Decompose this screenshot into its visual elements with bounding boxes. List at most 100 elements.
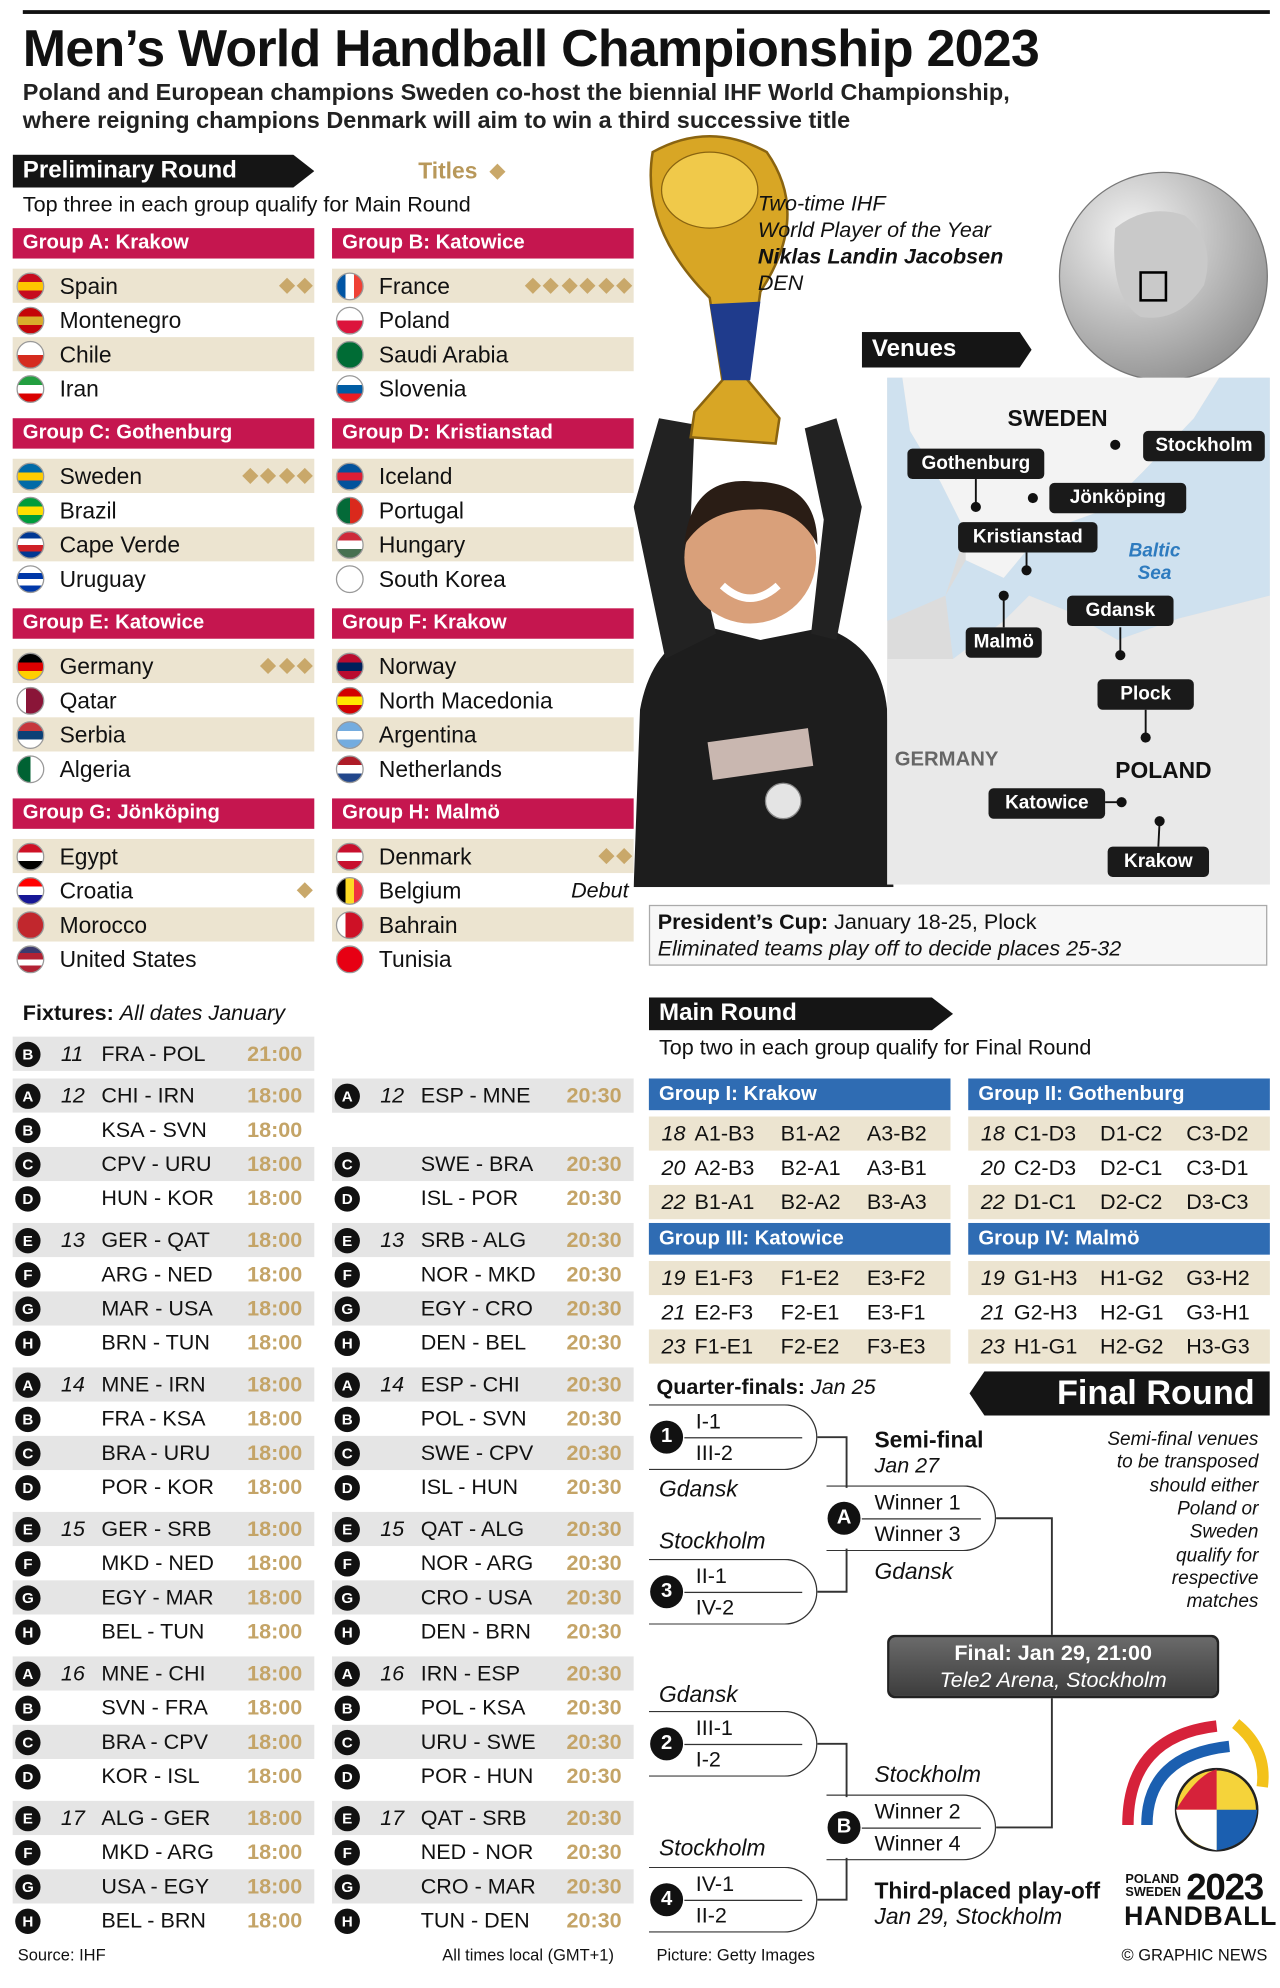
final-note: qualify for <box>1176 1544 1259 1566</box>
round-match: E3-F2 <box>866 1265 926 1290</box>
fixture-match: NOR - MKD <box>420 1261 536 1286</box>
round-day: 20 <box>661 1155 686 1180</box>
round-match: D1-C2 <box>1100 1120 1163 1146</box>
round-match: G3-H1 <box>1186 1299 1250 1324</box>
round-day: 22 <box>980 1189 1005 1214</box>
fixture-row <box>12 1181 315 1216</box>
round-day: 20 <box>980 1155 1005 1180</box>
fixture-row <box>12 1257 315 1292</box>
section-banner-text: Main Round <box>659 999 797 1027</box>
group-badge: F <box>334 1261 360 1287</box>
final-note: to be transposed <box>1116 1451 1259 1474</box>
fixture-time: 18:00 <box>247 1330 303 1355</box>
bracket-team: I-2 <box>695 1747 721 1772</box>
flag <box>335 374 364 403</box>
team-note: Debut <box>571 877 629 902</box>
shirt-logo <box>707 728 814 780</box>
round-match: B3-A3 <box>866 1189 927 1214</box>
bracket-divider <box>861 1826 981 1829</box>
round-match: E2-F3 <box>694 1299 754 1324</box>
group-badge: B <box>15 1695 41 1721</box>
fixture-time: 20:30 <box>566 1763 622 1788</box>
logo-arc <box>1231 1719 1269 1788</box>
fixture-day: 13 <box>60 1227 85 1252</box>
flag <box>335 876 364 905</box>
group-header: Group D: Kristianstad <box>332 418 634 449</box>
group-badge: F <box>15 1261 41 1287</box>
team-row <box>332 873 634 908</box>
city-dot <box>1115 650 1126 661</box>
fixture-match: IRN - ESP <box>420 1660 521 1685</box>
bracket-box <box>826 1794 997 1861</box>
fixture-match: ISL - HUN <box>420 1474 519 1499</box>
arm <box>633 418 717 660</box>
fixture-time: 18:00 <box>247 1805 303 1830</box>
group-badge: C <box>334 1151 360 1177</box>
fixture-row <box>12 1511 315 1547</box>
flag <box>16 530 45 559</box>
bracket-team: Winner 4 <box>874 1831 961 1856</box>
round-row <box>968 1260 1270 1296</box>
round-match: H1-G2 <box>1100 1265 1164 1290</box>
group-badge: D <box>334 1474 360 1500</box>
round-row <box>968 1295 1270 1330</box>
connector <box>817 1436 848 1488</box>
final-note: respective <box>1171 1567 1259 1589</box>
group-badge: A <box>15 1660 41 1687</box>
fixture-time: 18:00 <box>247 1440 303 1465</box>
sf-label: Semi-final <box>874 1427 984 1453</box>
fixture-match: SVN - FRA <box>101 1695 208 1720</box>
fixture-time: 20:30 <box>566 1805 622 1830</box>
round-day: 19 <box>661 1265 686 1290</box>
fixture-match: TUN - DEN <box>420 1907 530 1933</box>
group-header: Group B: Katowice <box>332 228 634 259</box>
fixture-time: 18:00 <box>247 1082 303 1108</box>
group-badge: C <box>15 1729 41 1755</box>
city-dot <box>1154 816 1165 827</box>
team-row <box>332 527 634 562</box>
map-continent <box>887 595 1270 885</box>
fixture-time: 18:00 <box>247 1474 303 1499</box>
city-dot <box>998 590 1009 601</box>
round-match: A3-B2 <box>866 1120 927 1146</box>
fixture-time: 21:00 <box>247 1041 303 1066</box>
group-badge: A <box>334 1660 360 1687</box>
fixtures-label: Fixtures: <box>22 1001 114 1026</box>
bracket-divider <box>684 1436 803 1439</box>
group-badge: B <box>15 1041 41 1067</box>
bracket-venue: Stockholm <box>874 1761 981 1787</box>
logo-arc <box>1122 1720 1218 1826</box>
group-badge: D <box>15 1763 41 1789</box>
group-badge: H <box>334 1330 360 1356</box>
fixture-match: DEN - BRN <box>420 1619 531 1644</box>
group-badge: G <box>334 1873 360 1900</box>
logo-ball-panel <box>1176 1769 1217 1810</box>
flag <box>16 842 45 871</box>
fixture-time: 18:00 <box>247 1151 303 1176</box>
flag <box>16 374 45 403</box>
bracket-divider <box>684 1591 803 1594</box>
fixture-time: 18:00 <box>247 1227 303 1252</box>
group-header: Group F: Krakow <box>332 608 634 639</box>
fixture-time: 18:00 <box>247 1695 303 1720</box>
group-badge: H <box>15 1619 41 1645</box>
round-row <box>968 1329 1270 1364</box>
fixture-match: NOR - ARG <box>420 1550 534 1575</box>
fixture-row <box>12 1614 315 1649</box>
round-match: F2-E1 <box>780 1299 840 1324</box>
round-match: D2-C1 <box>1100 1155 1163 1180</box>
team-row <box>332 337 634 372</box>
group-badge: E <box>334 1516 360 1542</box>
fixture-match: CRO - MAR <box>420 1873 536 1898</box>
round-row <box>648 1150 951 1185</box>
group-badge: A <box>15 1082 41 1109</box>
round-match: H2-G1 <box>1100 1299 1164 1324</box>
flag <box>16 720 45 749</box>
team-name: North Macedonia <box>378 687 553 713</box>
round-row <box>968 1116 1270 1151</box>
team-row <box>12 561 315 596</box>
fixture-row <box>12 1036 315 1071</box>
flag <box>335 754 364 783</box>
fixture-day: 11 <box>60 1041 84 1066</box>
flag <box>16 876 45 905</box>
